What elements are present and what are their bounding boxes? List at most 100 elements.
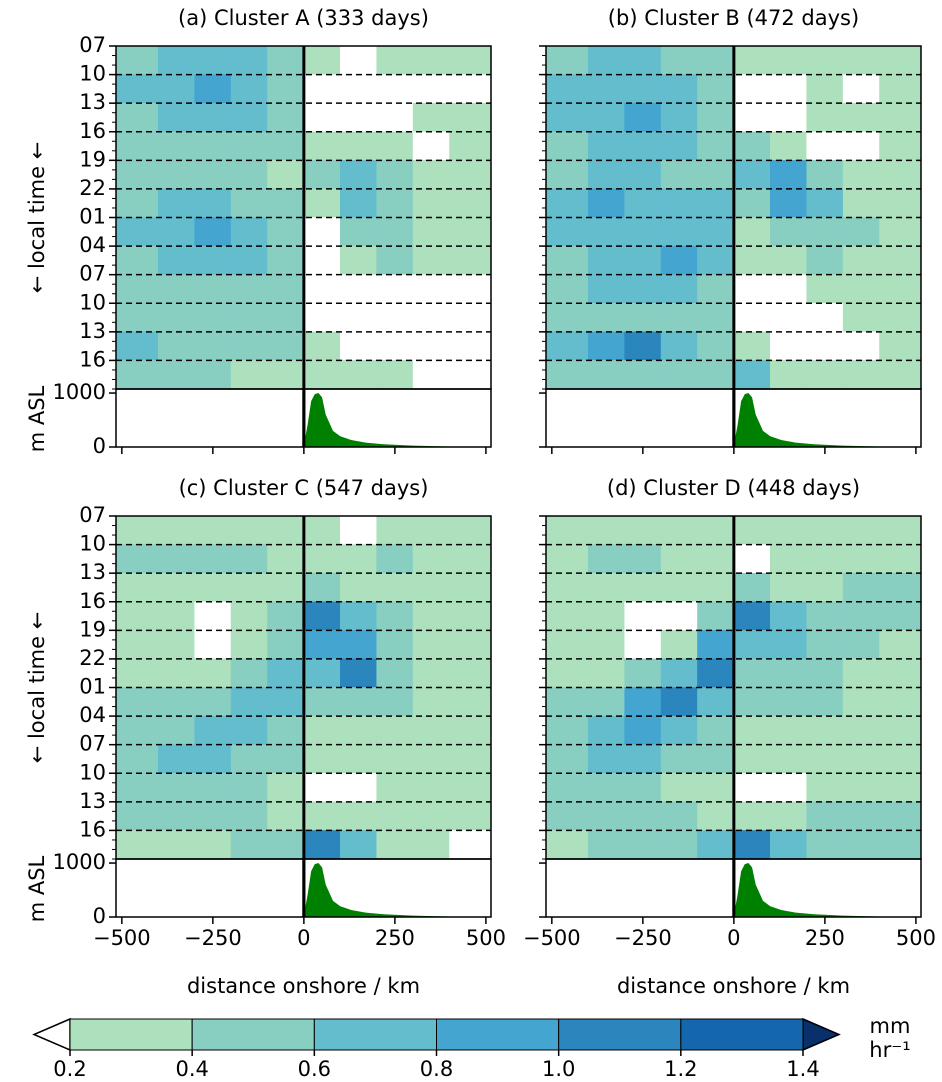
field-cell bbox=[770, 658, 807, 688]
field-cell bbox=[660, 687, 698, 717]
field-cell bbox=[449, 544, 492, 574]
field-cell bbox=[806, 245, 844, 275]
field-cell bbox=[697, 217, 735, 247]
field-cell bbox=[340, 572, 377, 603]
panel: (b) Cluster B (472 days) bbox=[539, 6, 922, 454]
field-cell bbox=[412, 744, 450, 774]
field-cell bbox=[660, 102, 698, 132]
field-cell bbox=[545, 601, 589, 631]
field-cell bbox=[624, 217, 662, 247]
field-cell bbox=[194, 303, 232, 333]
field-cell bbox=[267, 45, 305, 75]
field-cell bbox=[545, 245, 589, 275]
field-cell bbox=[449, 801, 492, 831]
field-cell bbox=[303, 217, 341, 247]
x-tick-label: 500 bbox=[466, 926, 506, 950]
field-cell bbox=[697, 160, 735, 190]
field-cell bbox=[230, 245, 268, 275]
field-cell bbox=[697, 331, 735, 361]
field-cell bbox=[770, 630, 807, 660]
field-cell bbox=[376, 245, 414, 275]
field-cell bbox=[115, 160, 159, 190]
field-cell bbox=[376, 515, 414, 545]
field-cell bbox=[842, 245, 880, 275]
field-cell bbox=[806, 658, 844, 688]
field-cell bbox=[230, 303, 268, 333]
field-cell bbox=[879, 515, 922, 545]
field-cell bbox=[733, 131, 771, 161]
field-cell bbox=[194, 773, 232, 803]
field-cell bbox=[376, 801, 414, 831]
field-cell bbox=[115, 303, 159, 333]
field-cell bbox=[770, 744, 807, 774]
terrain-y-label: m ASL bbox=[25, 855, 49, 922]
field-cell bbox=[624, 360, 662, 390]
colorbar-bin bbox=[436, 1018, 560, 1051]
field-cell bbox=[879, 303, 922, 333]
panel: (a) Cluster A (333 days) 07 10 13 16 19 22 01 04… bbox=[25, 6, 492, 458]
field-cell bbox=[449, 830, 492, 860]
field-cell bbox=[697, 245, 735, 275]
field-cell bbox=[587, 572, 625, 603]
field-cell bbox=[157, 331, 195, 361]
field-cell bbox=[376, 630, 414, 660]
field-cell bbox=[879, 331, 922, 361]
field-cell bbox=[697, 601, 735, 631]
field-cell bbox=[770, 102, 807, 132]
field-cell bbox=[376, 160, 414, 190]
y-tick-label: 22 bbox=[79, 176, 106, 200]
field-cell bbox=[587, 45, 625, 75]
field-cell bbox=[545, 274, 589, 304]
field-cell bbox=[449, 74, 492, 104]
field-cell bbox=[115, 687, 159, 717]
y-tick-label: 10 bbox=[79, 760, 106, 784]
field-cell bbox=[806, 74, 844, 104]
field-cell bbox=[267, 658, 305, 688]
y-tick-label: 13 bbox=[79, 319, 106, 343]
field-cell bbox=[194, 74, 232, 104]
field-cell bbox=[624, 45, 662, 75]
field-cell bbox=[303, 74, 341, 104]
field-cell bbox=[115, 630, 159, 660]
field-cell bbox=[340, 360, 377, 390]
field-cell bbox=[230, 74, 268, 104]
field-cell bbox=[449, 630, 492, 660]
field-cell bbox=[157, 303, 195, 333]
field-cell bbox=[376, 658, 414, 688]
panel-title: (c) Cluster C (547 days) bbox=[179, 476, 429, 500]
field-cell bbox=[770, 601, 807, 631]
field-cell bbox=[449, 160, 492, 190]
field-cell bbox=[879, 102, 922, 132]
field-cell bbox=[660, 188, 698, 218]
field-cell bbox=[267, 515, 305, 545]
field-cell bbox=[733, 830, 771, 860]
field-cell bbox=[157, 572, 195, 603]
field-cell bbox=[267, 744, 305, 774]
field-cell bbox=[660, 801, 698, 831]
field-cell bbox=[806, 102, 844, 132]
field-cell bbox=[157, 274, 195, 304]
field-cell bbox=[412, 544, 450, 574]
field-cell bbox=[770, 160, 807, 190]
y-tick-label: 16 bbox=[79, 347, 106, 371]
y-tick-label: 04 bbox=[79, 703, 106, 727]
field-cell bbox=[842, 360, 880, 390]
field-cell bbox=[303, 630, 341, 660]
field-cell bbox=[267, 572, 305, 603]
y-tick-label: 07 bbox=[79, 262, 106, 286]
field-cell bbox=[879, 715, 922, 745]
field-cell bbox=[449, 687, 492, 717]
field-cell bbox=[806, 188, 844, 218]
field-cell bbox=[624, 331, 662, 361]
field-cell bbox=[587, 715, 625, 745]
field-cell bbox=[697, 131, 735, 161]
field-cell bbox=[412, 801, 450, 831]
field-cell bbox=[449, 45, 492, 75]
field-cell bbox=[733, 74, 771, 104]
field-cell bbox=[697, 773, 735, 803]
field-cell bbox=[267, 544, 305, 574]
field-cell bbox=[115, 601, 159, 631]
field-cell bbox=[733, 160, 771, 190]
field-cell bbox=[879, 544, 922, 574]
field-cell bbox=[157, 687, 195, 717]
